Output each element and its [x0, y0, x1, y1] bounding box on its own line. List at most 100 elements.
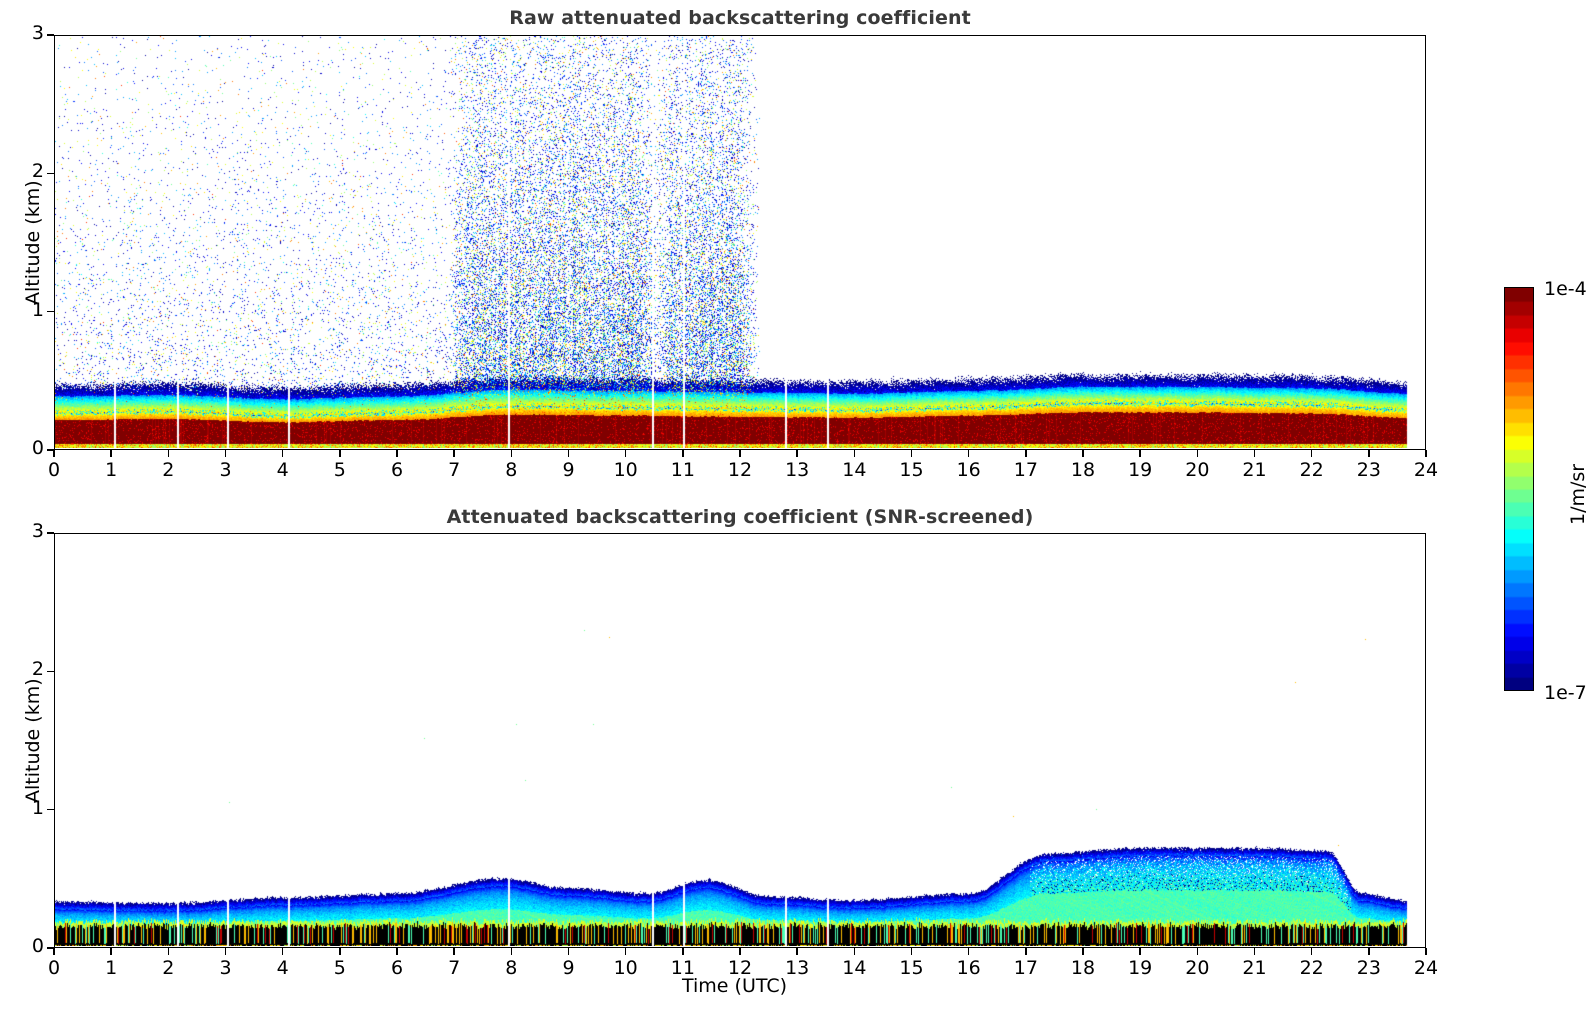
x-tick-label: 9: [562, 459, 575, 481]
x-tick: [339, 948, 341, 955]
heatmap-image-raw: [55, 36, 1424, 448]
x-tick-label: 20: [1185, 957, 1210, 979]
x-tick: [396, 450, 398, 457]
x-tick: [167, 948, 170, 955]
y-tick: [47, 670, 54, 673]
x-tick-label: 19: [1128, 957, 1153, 979]
panel-title-raw: Raw attenuated backscattering coefficien…: [509, 7, 971, 29]
x-tick-label: 6: [390, 957, 404, 979]
x-tick: [682, 450, 684, 457]
x-tick-label: 17: [1013, 459, 1038, 481]
x-tick: [224, 450, 227, 457]
y-tick: [47, 808, 54, 811]
x-tick: [967, 450, 970, 457]
x-tick-label: 5: [333, 459, 346, 481]
x-tick: [796, 948, 798, 955]
x-tick-label: 19: [1128, 459, 1153, 481]
x-tick: [853, 450, 856, 457]
x-tick: [624, 948, 627, 955]
x-tick: [1425, 450, 1427, 457]
x-tick: [1139, 450, 1141, 457]
x-tick-label: 21: [1242, 459, 1267, 481]
x-tick-label: 8: [505, 459, 518, 481]
x-tick: [110, 948, 112, 955]
x-tick-label: 7: [448, 459, 461, 481]
x-tick: [682, 948, 684, 955]
x-tick-label: 1: [105, 459, 118, 481]
x-tick: [1253, 450, 1256, 457]
y-tick: [47, 532, 54, 534]
x-tick: [53, 450, 55, 457]
x-tick: [739, 450, 741, 457]
x-tick: [624, 450, 627, 457]
x-tick-label: 4: [276, 459, 289, 481]
x-tick: [167, 450, 170, 457]
y-tick-label: 3: [31, 22, 44, 44]
y-axis-label-screened: Altitude (km): [22, 677, 44, 803]
y-tick-label: 1: [31, 796, 44, 819]
x-tick-label: 24: [1413, 957, 1439, 979]
y-tick-label: 2: [31, 658, 44, 681]
y-tick: [47, 310, 54, 313]
panel-title-screened: Attenuated backscattering coefficient (S…: [446, 506, 1034, 528]
x-tick: [910, 450, 913, 457]
x-tick-label: 20: [1185, 459, 1210, 481]
y-tick-label: 1: [31, 298, 44, 321]
x-tick-label: 4: [276, 957, 289, 979]
x-axis-label-time: Time (UTC): [682, 975, 788, 997]
x-tick-label: 10: [613, 459, 638, 481]
x-tick: [567, 450, 570, 457]
x-tick-label: 6: [390, 459, 404, 481]
x-tick-label: 12: [727, 459, 753, 481]
x-tick: [510, 948, 513, 955]
x-tick-label: 1: [105, 957, 118, 979]
x-tick-label: 16: [956, 459, 981, 481]
x-tick-label: 22: [1299, 957, 1324, 979]
x-tick-label: 5: [333, 957, 346, 979]
x-tick-label: 11: [670, 957, 695, 979]
x-tick: [1368, 450, 1370, 457]
x-tick: [1310, 450, 1313, 457]
x-tick: [910, 948, 913, 955]
x-tick-label: 11: [670, 459, 695, 481]
colorbar-gradient: [1504, 287, 1534, 691]
x-tick: [224, 948, 227, 955]
colorbar: [1504, 287, 1534, 691]
x-tick-label: 24: [1413, 459, 1439, 481]
x-tick-label: 15: [899, 957, 924, 979]
x-tick: [281, 450, 284, 457]
x-tick-label: 10: [613, 957, 638, 979]
x-tick: [567, 948, 570, 955]
x-tick: [1253, 948, 1256, 955]
x-tick-label: 22: [1299, 459, 1324, 481]
x-tick: [967, 948, 970, 955]
y-tick: [47, 172, 54, 175]
y-tick-label: 0: [31, 935, 44, 957]
x-tick: [453, 948, 455, 955]
x-tick: [796, 450, 798, 457]
y-tick: [47, 34, 54, 36]
x-tick-label: 7: [448, 957, 461, 979]
heatmap-image-screened: [55, 534, 1424, 946]
x-tick: [1196, 450, 1199, 457]
x-tick-label: 18: [1070, 957, 1096, 979]
x-tick: [510, 450, 513, 457]
x-tick-label: 13: [785, 459, 810, 481]
y-tick: [47, 947, 54, 949]
x-tick: [1025, 450, 1027, 457]
x-tick: [1368, 948, 1370, 955]
x-tick-label: 8: [505, 957, 518, 979]
x-tick-label: 2: [162, 459, 175, 481]
x-tick: [281, 948, 284, 955]
x-tick: [1082, 450, 1084, 457]
colorbar-max-label: 1e-4: [1544, 278, 1587, 300]
x-tick-label: 14: [842, 957, 867, 979]
x-tick-label: 16: [956, 957, 981, 979]
x-tick: [396, 948, 398, 955]
x-tick: [1196, 948, 1199, 955]
x-tick: [1082, 948, 1084, 955]
x-tick: [853, 948, 856, 955]
x-tick: [1425, 948, 1427, 955]
x-tick-label: 18: [1070, 459, 1096, 481]
